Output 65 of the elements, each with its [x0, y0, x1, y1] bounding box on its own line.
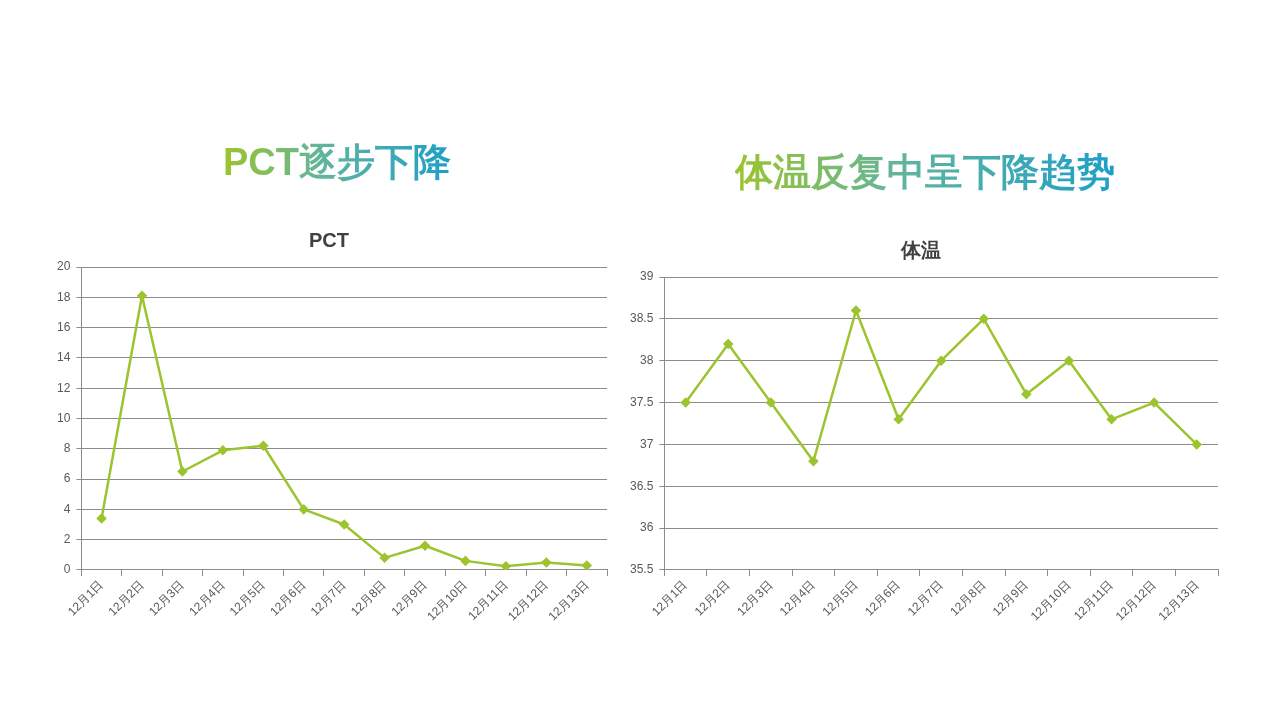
x-tick-label: 12月1日	[649, 577, 691, 619]
y-tick-label: 36.5	[630, 478, 654, 493]
x-tick-label: 12月7日	[904, 577, 946, 619]
y-tick-label: 38	[640, 353, 654, 368]
x-tick-label: 12月2日	[105, 577, 147, 619]
chart-title: 体温反复中呈下降趋势	[735, 151, 1115, 193]
point	[137, 291, 147, 301]
x-tick-label: 12月6日	[862, 577, 904, 619]
y-tick-label: 2	[63, 531, 71, 546]
point	[379, 553, 390, 563]
y-tick-label: 12	[56, 380, 71, 395]
point	[893, 414, 904, 425]
y-tick-label: 10	[56, 410, 71, 425]
point	[1106, 414, 1117, 425]
point	[680, 397, 691, 408]
point	[851, 305, 861, 316]
point	[460, 556, 471, 566]
chart-subtitle: PCT	[309, 228, 349, 251]
y-tick-label: 0	[63, 562, 71, 577]
x-tick-label: 12月3日	[145, 577, 187, 619]
x-tick-label: 12月8日	[348, 577, 390, 619]
point	[582, 560, 592, 570]
point	[979, 314, 989, 324]
point	[258, 441, 269, 451]
point	[501, 561, 511, 570]
x-tick-label: 12月4日	[186, 577, 228, 619]
point	[1021, 389, 1032, 399]
point	[1191, 439, 1202, 450]
x-tick-label: 12月4日	[776, 577, 818, 619]
point	[808, 456, 819, 466]
x-tick-label: 12月7日	[307, 577, 349, 619]
point	[1149, 397, 1159, 408]
point	[766, 397, 776, 408]
x-tick-label: 12月5日	[819, 577, 861, 619]
y-tick-label: 6	[63, 471, 71, 486]
point	[723, 339, 733, 349]
y-tick-label: 39	[640, 269, 654, 284]
chart-subtitle: 体温	[900, 238, 941, 261]
x-tick-label: 12月2日	[691, 577, 733, 619]
point	[541, 557, 552, 568]
y-tick-label: 16	[56, 319, 71, 334]
y-tick-label: 37	[640, 436, 654, 451]
y-tick-label: 35.5	[630, 562, 654, 577]
chart-title: PCT逐步下降	[223, 141, 451, 183]
x-tick-label: 12月5日	[226, 577, 268, 619]
y-tick-label: 38.5	[630, 311, 654, 326]
x-tick-label: 12月3日	[734, 577, 776, 619]
x-tick-label: 12月6日	[267, 577, 309, 619]
point	[339, 519, 349, 530]
y-tick-label: 14	[56, 350, 71, 365]
y-tick-label: 18	[56, 289, 71, 304]
y-tick-label: 4	[63, 501, 71, 516]
point	[177, 466, 188, 477]
point	[420, 540, 430, 551]
y-tick-label: 36	[640, 520, 654, 535]
point	[218, 445, 228, 456]
point	[298, 504, 309, 515]
point	[1064, 355, 1074, 366]
point	[96, 513, 107, 524]
y-tick-label: 20	[56, 259, 71, 274]
y-tick-label: 37.5	[630, 394, 654, 409]
x-tick-label: 12月1日	[64, 577, 107, 619]
point	[936, 355, 946, 366]
y-tick-label: 8	[63, 441, 71, 456]
x-tick-label: 12月8日	[947, 577, 989, 619]
